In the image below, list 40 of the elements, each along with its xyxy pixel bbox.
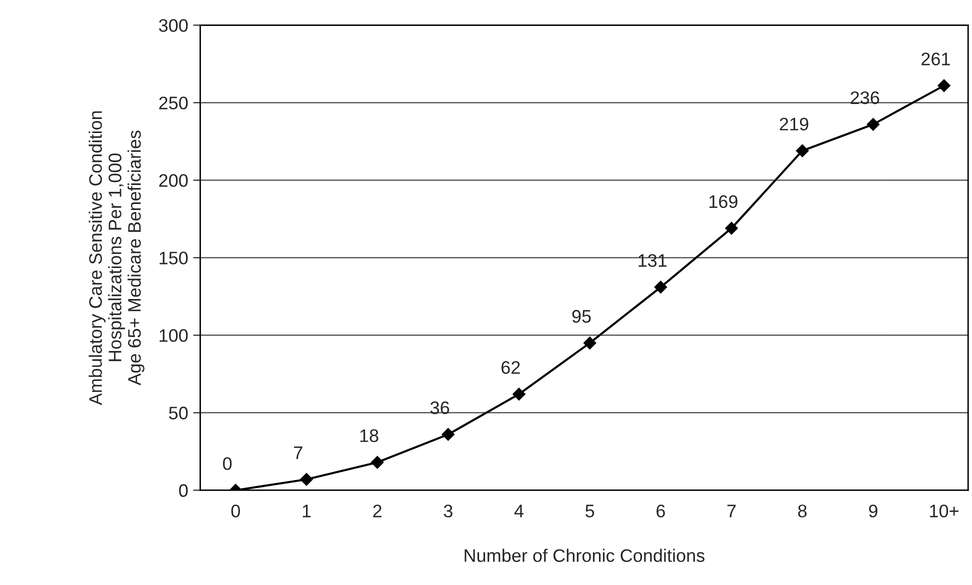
y-tick-label: 250	[159, 96, 188, 110]
point	[512, 388, 526, 401]
data-label: 0	[223, 457, 232, 470]
y-tick-label: 50	[169, 406, 188, 420]
x-axis-title: Number of Chronic Conditions	[464, 548, 704, 562]
point	[725, 222, 738, 235]
x-tick-label: 3	[444, 504, 452, 518]
data-label: 236	[850, 91, 880, 104]
data-label: 261	[922, 52, 950, 66]
y-tick-label: 300	[158, 19, 188, 32]
x-tick-label: 0	[231, 504, 240, 518]
y-tick-label: 0	[179, 484, 188, 497]
data-label: 219	[780, 118, 808, 130]
point	[654, 280, 668, 294]
point	[938, 79, 950, 92]
y-tick-label: 200	[159, 174, 188, 187]
data-label: 18	[360, 429, 378, 442]
x-tick-label: 6	[656, 504, 665, 518]
y-tick-label: 100	[160, 329, 188, 342]
data-label: 62	[502, 361, 520, 374]
x-tick-label: 5	[586, 504, 594, 518]
point	[442, 428, 455, 441]
point	[370, 456, 384, 469]
x-tick-label: 7	[727, 504, 736, 518]
x-tick-label: 1	[302, 504, 311, 518]
y-tick-label: 150	[160, 252, 188, 264]
data-label: 36	[430, 401, 450, 414]
point	[583, 336, 596, 350]
x-tick-label: 8	[798, 504, 807, 518]
point	[866, 118, 880, 131]
point	[300, 472, 313, 486]
x-tick-label: 10+	[930, 504, 958, 518]
x-tick-label: 9	[869, 504, 878, 518]
data-label: 95	[572, 310, 591, 323]
data-label: 7	[294, 446, 302, 459]
x-tick-label: 2	[373, 504, 382, 518]
data-label: 169	[709, 195, 738, 208]
x-tick-label: 4	[514, 504, 524, 518]
point	[796, 144, 809, 158]
y-axis-title: Ambulatory Care Sensitive Condition Hospitalizations Per 1,000 Age 65+ Medicare Beneficiaries	[88, 111, 144, 406]
